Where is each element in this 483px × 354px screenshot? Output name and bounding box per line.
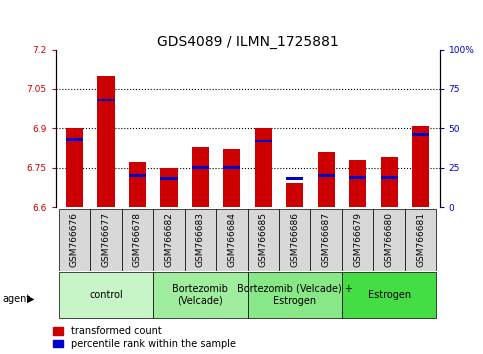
Bar: [153, 209, 185, 271]
Bar: [342, 272, 436, 318]
Bar: [129, 174, 146, 177]
Bar: [97, 98, 114, 101]
Bar: [129, 162, 146, 207]
Bar: [311, 209, 342, 271]
Bar: [349, 160, 366, 207]
Bar: [248, 209, 279, 271]
Text: GSM766676: GSM766676: [70, 212, 79, 267]
Bar: [66, 128, 83, 207]
Text: GSM766685: GSM766685: [259, 212, 268, 267]
Text: GSM766684: GSM766684: [227, 212, 236, 267]
Bar: [381, 176, 398, 178]
Text: GSM766679: GSM766679: [353, 212, 362, 267]
Text: Estrogen: Estrogen: [368, 290, 411, 300]
Bar: [216, 209, 248, 271]
Bar: [373, 209, 405, 271]
Bar: [59, 209, 90, 271]
Bar: [97, 76, 114, 207]
Bar: [223, 149, 241, 207]
Bar: [248, 272, 342, 318]
Bar: [153, 272, 248, 318]
Bar: [160, 177, 178, 180]
Text: agent: agent: [2, 294, 30, 304]
Text: GSM766683: GSM766683: [196, 212, 205, 267]
Bar: [192, 147, 209, 207]
Text: Bortezomib (Velcade) +
Estrogen: Bortezomib (Velcade) + Estrogen: [237, 284, 353, 306]
Text: GSM766678: GSM766678: [133, 212, 142, 267]
Text: GSM766677: GSM766677: [101, 212, 111, 267]
Text: GSM766686: GSM766686: [290, 212, 299, 267]
Text: GSM766682: GSM766682: [164, 212, 173, 267]
Bar: [286, 183, 303, 207]
Text: GSM766680: GSM766680: [384, 212, 394, 267]
Title: GDS4089 / ILMN_1725881: GDS4089 / ILMN_1725881: [156, 35, 339, 48]
Bar: [286, 177, 303, 180]
Bar: [317, 174, 335, 177]
Bar: [90, 209, 122, 271]
Bar: [412, 126, 429, 207]
Bar: [192, 166, 209, 169]
Bar: [412, 133, 429, 136]
Bar: [59, 272, 153, 318]
Bar: [122, 209, 153, 271]
Legend: transformed count, percentile rank within the sample: transformed count, percentile rank withi…: [53, 326, 236, 349]
Text: GSM766687: GSM766687: [322, 212, 331, 267]
Bar: [223, 166, 241, 169]
Text: ▶: ▶: [27, 294, 34, 304]
Bar: [279, 209, 311, 271]
Bar: [342, 209, 373, 271]
Bar: [405, 209, 436, 271]
Bar: [255, 128, 272, 207]
Bar: [160, 168, 178, 207]
Bar: [349, 176, 366, 178]
Bar: [185, 209, 216, 271]
Text: control: control: [89, 290, 123, 300]
Text: GSM766681: GSM766681: [416, 212, 425, 267]
Bar: [381, 157, 398, 207]
Bar: [66, 138, 83, 141]
Bar: [255, 139, 272, 142]
Bar: [317, 152, 335, 207]
Text: Bortezomib
(Velcade): Bortezomib (Velcade): [172, 284, 228, 306]
